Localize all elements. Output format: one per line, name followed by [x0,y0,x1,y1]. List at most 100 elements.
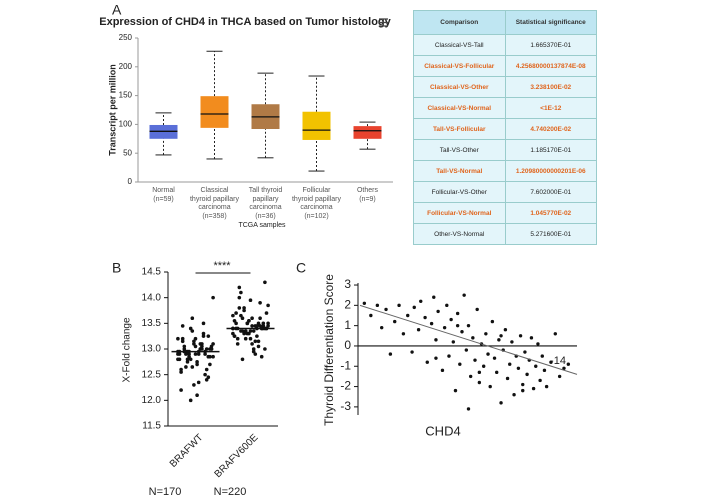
data-point [242,306,246,310]
data-point [429,321,434,326]
data-point [529,336,534,340]
table-cell: Tall-VS-Other [413,139,506,161]
data-point [453,388,458,393]
data-point [492,356,497,360]
data-point [231,331,235,336]
y-tick-label: 250 [119,33,133,42]
table-cell: 1.20980000000201E-06 [504,160,597,182]
table-row: Tall-VS-Follicular 4.740200E-02 [413,118,597,140]
data-point [193,352,198,356]
data-point [538,378,542,383]
y-tick-label: 13.5 [142,318,162,329]
table-cell: Classical-VS-Other [413,76,506,98]
chart-title: Expression of CHD4 in THCA based on Tumo… [99,16,391,28]
data-point [440,368,445,373]
data-point [553,332,557,336]
data-point [484,332,488,336]
table-cell: Follicular-VS-Other [413,181,506,203]
data-point [231,313,235,318]
table-row: Tall-VS-Other 1.185170E-01 [413,139,597,161]
data-point [473,358,477,362]
data-point [432,295,436,299]
trend-line [359,304,578,375]
data-point [195,360,199,364]
y-axis-label: X-Fold change [122,317,133,382]
data-point [239,290,243,295]
data-point [518,334,523,338]
data-point [209,344,214,349]
data-point [434,356,438,360]
data-point [203,352,207,356]
table-row: Other-VS-Normal 5.271600E-01 [413,223,597,245]
data-point [486,352,490,356]
data-point [266,303,270,308]
data-point [187,352,191,356]
data-point [192,342,196,346]
data-point [423,315,427,320]
table-cell: 4.25680000137874E-08 [504,55,597,77]
x-tick-label: BRAFV600E [213,432,261,480]
data-point [458,362,462,366]
data-point [248,329,253,333]
data-point [204,367,209,372]
data-point [248,298,253,303]
data-point [185,360,190,364]
data-point [179,367,183,372]
data-point [566,362,571,366]
data-point [475,307,479,312]
data-point [521,382,525,387]
y-tick-label: 2 [344,298,351,312]
n-label: N=220 [214,486,247,497]
x-tick-label: Follicular thyroid papillary carcinoma (… [291,187,342,220]
data-point [190,329,195,333]
data-point [237,306,242,310]
data-point [211,354,215,359]
data-point [234,311,238,315]
data-point [193,344,198,349]
y-tick-label: -1 [340,358,351,372]
data-point [208,362,212,367]
data-point [250,324,254,328]
data-point [192,383,196,387]
table-cell: Follicular-VS-Normal [413,202,506,224]
data-point [245,321,250,326]
data-point [188,326,193,331]
table-cell: Other-VS-Normal [413,223,506,245]
data-point [266,324,270,328]
table-header-cell: Statistical significance [504,10,597,35]
data-point [455,311,460,316]
data-point [562,366,566,370]
data-point [401,332,406,336]
data-point [434,338,438,342]
box [200,96,229,128]
data-point [211,295,215,300]
data-point [243,336,248,341]
table-cell: Classical-VS-Normal [413,97,506,119]
data-point [525,372,529,377]
menu-icon[interactable] [379,18,388,27]
data-point [384,307,388,312]
y-tick-label: -2 [340,379,351,393]
data-point [253,339,258,344]
data-point [232,318,237,323]
table-row: Follicular-VS-Normal 1.045770E-02 [413,202,597,224]
data-point [499,334,503,338]
data-point [196,380,201,385]
y-tick-label: 3 [344,277,351,291]
data-point [208,354,212,359]
y-tick-label: 12.0 [142,395,162,406]
data-point [258,324,262,328]
table-row: Classical-VS-Tall 1.665370E-01 [413,34,597,56]
data-point [242,331,246,336]
data-point [410,350,414,354]
data-point [179,388,183,392]
data-point [258,316,262,321]
data-point [176,336,180,341]
table-cell: 7.602000E-01 [504,181,597,203]
data-point [248,336,253,341]
data-point [255,324,259,328]
table-row: Classical-VS-Follicular 4.25680000137874E… [413,55,597,77]
data-point [512,392,516,397]
data-point [412,305,416,310]
